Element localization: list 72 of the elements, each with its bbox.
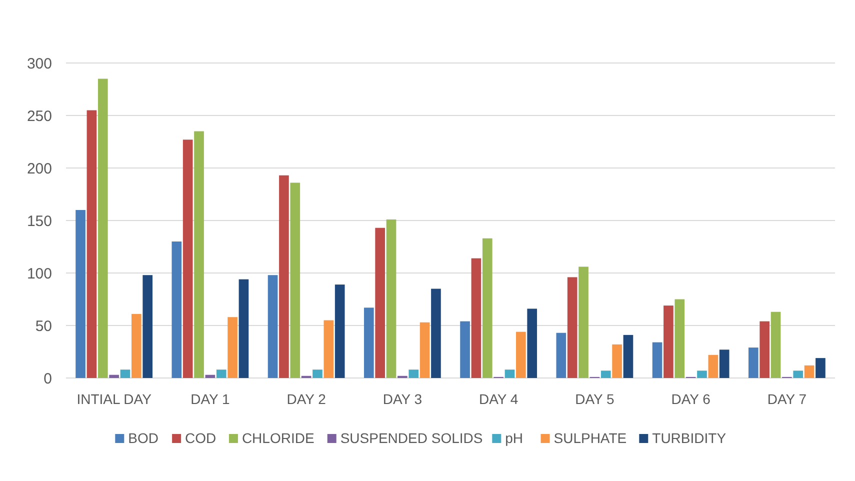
bar xyxy=(516,332,526,378)
bar xyxy=(86,110,97,378)
bar xyxy=(386,219,396,378)
bar xyxy=(334,284,345,378)
bar xyxy=(98,78,108,378)
bar xyxy=(578,266,588,378)
bar xyxy=(460,321,470,378)
bar xyxy=(120,370,130,378)
bar xyxy=(238,279,249,378)
bar xyxy=(216,370,226,378)
bar xyxy=(804,365,814,378)
legend-label: CHLORIDE xyxy=(242,430,314,446)
bar xyxy=(194,131,204,378)
bar xyxy=(748,348,758,378)
bar xyxy=(527,308,538,378)
bar xyxy=(770,312,781,378)
bar xyxy=(312,370,322,378)
legend-label: TURBIDITY xyxy=(652,430,727,446)
bar xyxy=(268,275,278,378)
legend-label: SULPHATE xyxy=(554,430,627,446)
bar xyxy=(290,182,300,378)
bar xyxy=(816,358,826,378)
y-tick-label: 250 xyxy=(26,108,52,125)
bar xyxy=(719,350,730,378)
bar xyxy=(612,344,622,378)
x-tick-label: INTIAL DAY xyxy=(76,391,152,407)
bar xyxy=(182,140,193,378)
y-tick-label: 50 xyxy=(35,318,52,335)
y-tick-label: 0 xyxy=(44,370,52,388)
bar xyxy=(420,322,430,378)
bar xyxy=(324,320,334,378)
x-tick-label: DAY 1 xyxy=(190,391,230,407)
bar xyxy=(228,317,238,378)
bar xyxy=(172,242,182,378)
bar xyxy=(482,238,492,378)
bar xyxy=(708,354,718,378)
bar xyxy=(132,314,142,378)
bar xyxy=(567,277,578,378)
x-tick-label: DAY 4 xyxy=(478,391,518,407)
bar xyxy=(109,374,119,378)
bar xyxy=(279,175,289,378)
legend-label: SUSPENDED SOLIDS xyxy=(340,430,483,446)
bar xyxy=(652,342,662,378)
bar xyxy=(760,321,770,378)
x-tick-label: DAY 3 xyxy=(382,391,422,407)
bar xyxy=(600,370,611,378)
bar xyxy=(375,228,385,378)
legend-label: pH xyxy=(505,430,524,446)
bar xyxy=(408,370,419,378)
bar xyxy=(504,370,515,378)
legend-label: BOD xyxy=(128,430,158,446)
bar xyxy=(76,210,86,378)
x-tick-label: DAY 5 xyxy=(575,391,614,407)
y-tick-label: 200 xyxy=(26,160,52,178)
bar xyxy=(664,306,674,378)
bar xyxy=(793,370,804,378)
legend-label: COD xyxy=(185,430,216,446)
y-tick-label: 100 xyxy=(26,265,52,282)
bar xyxy=(431,288,441,378)
bar xyxy=(674,299,685,378)
y-tick-label: 150 xyxy=(26,212,52,230)
bar xyxy=(697,370,707,378)
bar xyxy=(471,258,482,378)
bar xyxy=(364,308,374,378)
bar xyxy=(556,332,566,378)
x-tick-label: DAY 6 xyxy=(671,391,711,407)
x-tick-label: DAY 7 xyxy=(767,391,807,407)
x-tick-label: DAY 2 xyxy=(286,391,326,407)
y-tick-label: 300 xyxy=(26,55,52,72)
bar xyxy=(205,374,216,378)
bar xyxy=(623,334,634,378)
bar xyxy=(142,275,153,378)
